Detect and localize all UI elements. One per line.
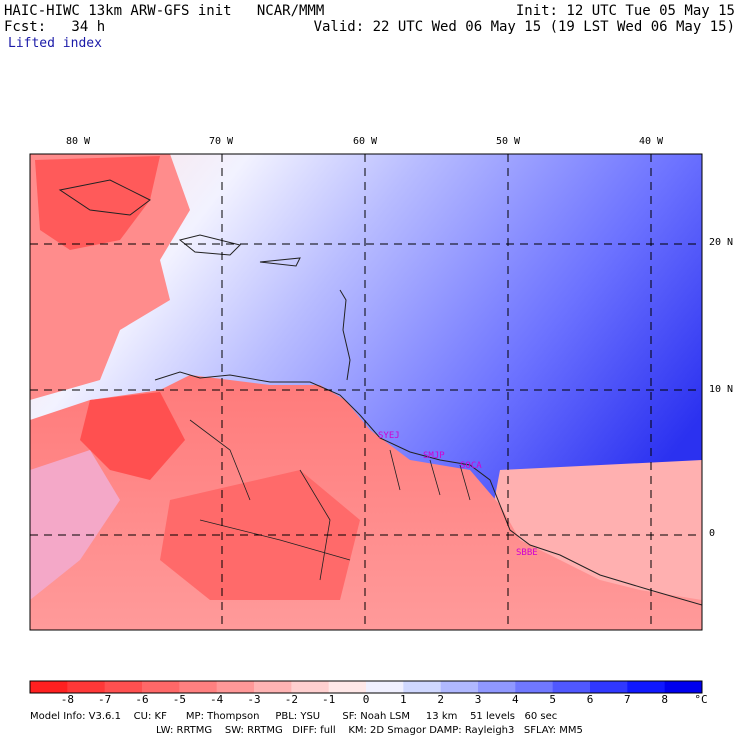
colorbar-tick-label: 8 <box>661 693 668 706</box>
colorbar-tick-label: -7 <box>98 693 112 706</box>
colorbar-tick-label: 0 <box>362 693 370 706</box>
init-time: Init: 12 UTC Tue 05 May 15 <box>515 3 735 19</box>
colorbar-swatch <box>67 681 106 693</box>
colorbar-swatch <box>403 681 442 693</box>
lat-label: 10 N <box>709 384 734 395</box>
islands <box>58 179 351 381</box>
coastline <box>154 371 702 606</box>
colorbar-tick-label: -6 <box>135 693 149 706</box>
colorbar-tick-label: 3 <box>474 693 482 706</box>
station-label: SMJP <box>423 451 445 461</box>
colorbar-swatch <box>142 681 180 693</box>
colorbar-tick-label: -3 <box>247 693 261 706</box>
colorbar-tick-label: -4 <box>210 693 224 706</box>
colorbar-swatch <box>590 681 628 693</box>
colorbar-tick-label: -5 <box>172 693 186 706</box>
colorbar-swatch <box>30 681 68 693</box>
colorbar-swatch <box>291 681 330 693</box>
station-label: SBBE <box>516 548 538 558</box>
colorbar-tick-label: -8 <box>60 693 74 706</box>
station-label: SOCA <box>460 461 482 471</box>
colorbar-swatch <box>104 681 143 693</box>
colorbar-swatch <box>366 681 404 693</box>
colorbar-swatch <box>478 681 516 693</box>
lon-label: 40 W <box>639 136 664 147</box>
colorbar-tick-label: 7 <box>624 693 631 706</box>
model-info-line1: Model Info: V3.6.1 CU: KF MP: Thompson P… <box>30 711 558 722</box>
border-lines <box>189 419 471 581</box>
colorbar-swatch <box>515 681 554 693</box>
colorbar-swatch <box>627 681 666 693</box>
pacific-strip <box>30 450 120 600</box>
lat-label: 20 N <box>709 237 734 248</box>
colorbar-unit: °C <box>694 693 708 706</box>
colorbar-tick-label: 6 <box>586 693 594 706</box>
forecast-hour: Fcst: 34 h <box>4 19 106 35</box>
lon-label: 70 W <box>209 136 234 147</box>
lon-label: 60 W <box>353 136 378 147</box>
valid-time: Valid: 22 UTC Wed 06 May 15 (19 LST Wed … <box>313 19 735 35</box>
colorbar-swatch <box>328 681 367 693</box>
colorbar-swatch <box>179 681 218 693</box>
lon-label: 50 W <box>496 136 521 147</box>
colorbar-tick-label: 5 <box>549 693 556 706</box>
lat-label: 0 <box>709 528 716 539</box>
colorbar-tick-label: -1 <box>322 693 336 706</box>
colorbar-swatch <box>440 681 479 693</box>
colorbar-swatch <box>552 681 591 693</box>
field-name: Lifted index <box>8 36 102 51</box>
colorbar-swatch <box>254 681 292 693</box>
colombia-warm-core <box>80 392 185 480</box>
model-info-line2: LW: RRTMG SW: RRTMG DIFF: full KM: 2D Sm… <box>156 725 583 736</box>
lon-label: 80 W <box>66 136 91 147</box>
colorbar-swatch <box>216 681 255 693</box>
colorbar-tick-label: -2 <box>284 693 298 706</box>
greater-antilles-field <box>35 156 160 250</box>
colorbar-tick-label: 2 <box>437 693 444 706</box>
model-title: HAIC-HIWC 13km ARW-GFS init NCAR/MMM <box>4 3 325 19</box>
station-label: SYEJ <box>378 431 400 441</box>
colorbar <box>30 681 703 693</box>
colorbar-tick-label: 4 <box>512 693 519 706</box>
colorbar-swatch <box>664 681 703 693</box>
colorbar-tick-label: 1 <box>400 693 407 706</box>
